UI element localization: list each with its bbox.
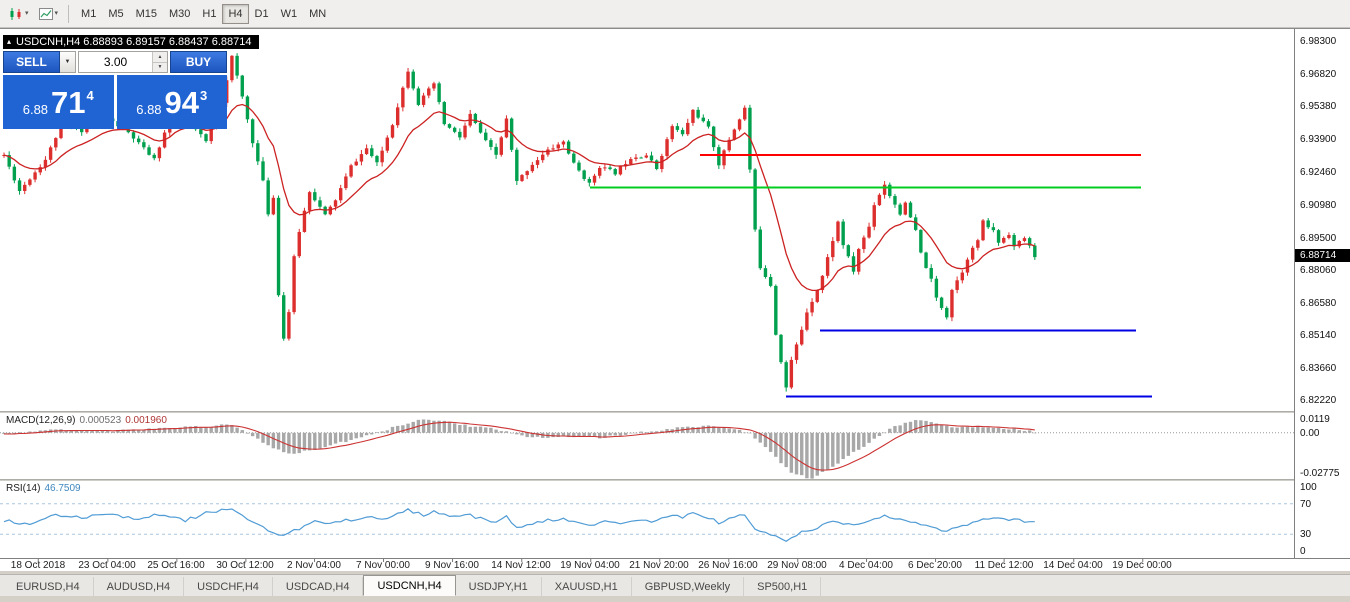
chart-title: USDCNH,H4 6.88893 6.89157 6.88437 6.8871… (16, 36, 252, 48)
volume-stepper: ▲ ▼ (152, 52, 167, 72)
toolbar: ▾ ▾ M1 M5 M15 M30 H1 H4 D1 W1 MN (0, 0, 1350, 28)
sell-price-big: 71 (51, 84, 86, 120)
time-axis-label: 29 Nov 08:00 (767, 559, 827, 571)
tab-audusd-h4[interactable]: AUDUSD,H4 (94, 577, 185, 596)
macd-label: MACD(12,26,9) 0.000523 0.001960 (6, 415, 167, 426)
toolbar-separator (68, 4, 70, 23)
triangle-icon: ▴ (7, 37, 12, 46)
status-bar (0, 596, 1350, 602)
time-axis-label: 14 Nov 12:00 (491, 559, 551, 571)
timeframe-button-m1[interactable]: M1 (81, 7, 97, 20)
tab-usdcad-h4[interactable]: USDCAD,H4 (273, 577, 364, 596)
buy-price-sup: 3 (200, 87, 208, 103)
price-axis-tick: 6.86580 (1300, 298, 1337, 310)
time-axis-label: 25 Oct 16:00 (147, 559, 205, 571)
buy-price-prefix: 6.88 (136, 101, 162, 117)
chart-type-icon (10, 7, 21, 20)
price-axis-tick: 6.98300 (1300, 36, 1337, 48)
chevron-down-icon: ▼ (64, 59, 71, 65)
rsi-indicator-canvas[interactable] (0, 481, 1294, 557)
pane-separator[interactable] (0, 411, 1350, 413)
time-axis-label: 18 Oct 2018 (10, 559, 66, 571)
timeframe-button-m5[interactable]: M5 (108, 7, 124, 20)
template-icon (38, 7, 53, 20)
price-axis-tick: 6.90980 (1300, 199, 1337, 211)
pane-separator[interactable] (0, 479, 1350, 481)
tab-gbpusd-weekly[interactable]: GBPUSD,Weekly (632, 577, 745, 596)
sell-price-sup: 4 (86, 87, 94, 103)
tab-usdjpy-h1[interactable]: USDJPY,H1 (456, 577, 542, 596)
price-axis-tick: 6.85140 (1300, 330, 1337, 342)
time-axis-label: 11 Dec 12:00 (974, 559, 1034, 571)
price-chart-canvas[interactable] (0, 31, 1294, 411)
price-axis[interactable]: 6.88714 6.98300 6.96820 6.95380 6.93900 6.92… (1294, 29, 1350, 558)
price-axis-tick: 6.88060 (1300, 264, 1337, 276)
buy-price-big: 94 (164, 84, 200, 120)
price-axis-tick: 6.95380 (1300, 101, 1337, 113)
one-click-trading-panel: SELL ▼ ▲ ▼ BUY 6.88 71 4 6.88 94 (3, 51, 227, 129)
rsi-axis-tick: 0 (1300, 546, 1306, 557)
time-axis-label: 19 Nov 04:00 (560, 559, 620, 571)
price-axis-tick: 6.89500 (1300, 232, 1337, 244)
time-axis-label: 6 Dec 20:00 (908, 559, 962, 571)
sell-price-box[interactable]: 6.88 71 4 (3, 75, 114, 129)
timeframe-button-m30[interactable]: M30 (169, 7, 191, 20)
time-axis-label: 19 Dec 00:00 (1112, 559, 1172, 571)
chart-window: ▴ USDCNH,H4 6.88893 6.89157 6.88437 6.88… (0, 28, 1350, 571)
tab-sp500-h1[interactable]: SP500,H1 (744, 577, 822, 596)
chevron-down-icon: ▾ (25, 10, 29, 17)
time-axis-label: 9 Nov 16:00 (425, 559, 479, 571)
time-axis-label: 7 Nov 00:00 (356, 559, 410, 571)
sell-price-prefix: 6.88 (22, 101, 49, 117)
macd-axis-tick: 0.0119 (1300, 414, 1330, 425)
time-axis-label: 4 Dec 04:00 (839, 559, 893, 571)
price-axis-tick: 6.83660 (1300, 363, 1337, 375)
timeframe-button-h1[interactable]: H1 (202, 7, 217, 20)
timeframe-button-mn[interactable]: MN (309, 7, 327, 20)
rsi-axis-tick: 100 (1300, 482, 1317, 493)
volume-input[interactable] (79, 52, 152, 72)
price-axis-tick: 6.96820 (1300, 69, 1337, 81)
time-axis-label: 23 Oct 04:00 (78, 559, 136, 571)
time-axis-label: 30 Oct 12:00 (216, 559, 274, 571)
macd-indicator-canvas[interactable] (0, 413, 1294, 479)
current-price-badge: 6.88714 (1295, 249, 1350, 263)
price-axis-tick: 6.93900 (1300, 134, 1337, 146)
tab-usdcnh-h4[interactable]: USDCNH,H4 (363, 575, 456, 596)
tab-eurusd-h4[interactable]: EURUSD,H4 (3, 577, 94, 596)
time-axis-label: 21 Nov 20:00 (629, 559, 689, 571)
price-axis-tick: 6.82220 (1300, 395, 1337, 407)
macd-axis-tick: -0.02775 (1300, 468, 1340, 479)
time-axis-label: 26 Nov 16:00 (698, 559, 758, 571)
chart-tabs: EURUSD,H4 AUDUSD,H4 USDCHF,H4 USDCAD,H4 USDC… (0, 574, 1350, 596)
chart-type-button[interactable]: ▾ (4, 3, 33, 25)
chevron-down-icon: ▾ (54, 10, 59, 17)
time-axis-label: 14 Dec 04:00 (1043, 559, 1103, 571)
tab-xauusd-h1[interactable]: XAUUSD,H1 (542, 577, 632, 596)
time-axis-label: 2 Nov 04:00 (287, 559, 341, 571)
template-button[interactable]: ▾ (34, 3, 63, 25)
chart-ohlc-bar: ▴ USDCNH,H4 6.88893 6.89157 6.88437 6.88… (3, 35, 260, 49)
rsi-axis-tick: 30 (1300, 529, 1312, 541)
timeframe-group: M1 M5 M15 M30 H1 H4 D1 W1 MN (75, 3, 332, 24)
price-axis-tick: 6.92460 (1300, 166, 1337, 178)
sell-button[interactable]: SELL (3, 51, 60, 73)
stepper-up-icon[interactable]: ▲ (153, 52, 167, 63)
timeframe-button-h4[interactable]: H4 (222, 3, 249, 24)
stepper-down-icon[interactable]: ▼ (153, 62, 167, 72)
macd-axis-tick: 0.00 (1300, 427, 1320, 439)
buy-button[interactable]: BUY (170, 51, 227, 73)
order-type-dropdown[interactable]: ▼ (60, 51, 76, 73)
tab-usdchf-h4[interactable]: USDCHF,H4 (184, 577, 273, 596)
time-axis[interactable]: 18 Oct 2018 23 Oct 04:00 25 Oct 16:00 30 Oc… (0, 558, 1350, 571)
rsi-axis-tick: 70 (1300, 498, 1312, 510)
buy-price-box[interactable]: 6.88 94 3 (116, 75, 227, 129)
rsi-label: RSI(14) 46.7509 (6, 483, 81, 494)
timeframe-button-w1[interactable]: W1 (280, 7, 298, 20)
timeframe-button-d1[interactable]: D1 (254, 7, 269, 20)
timeframe-button-m15[interactable]: M15 (135, 7, 157, 20)
